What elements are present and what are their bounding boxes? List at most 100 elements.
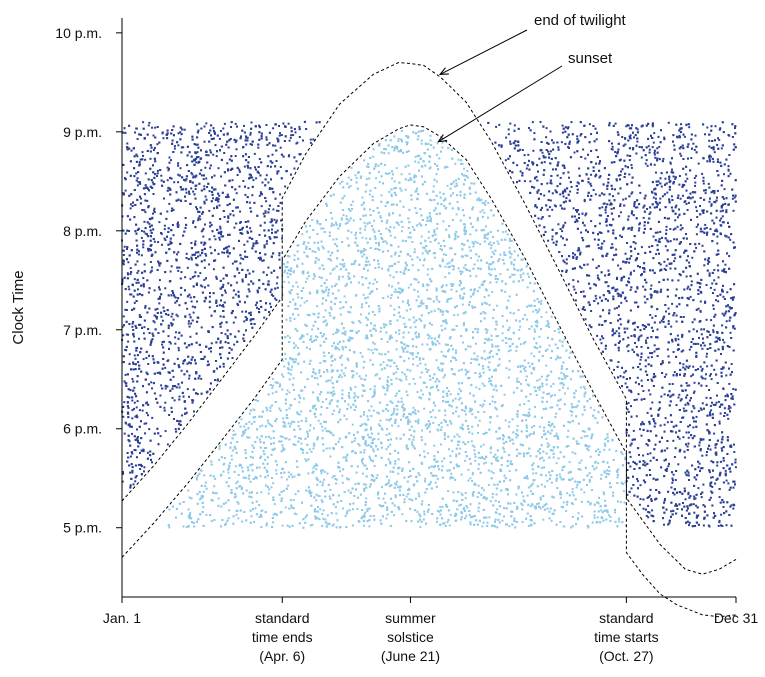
light-point [343,295,346,298]
dark-point [709,286,712,289]
light-point [325,278,328,281]
dark-point [688,348,691,351]
dark-point [203,185,206,188]
dark-point [605,224,608,227]
light-point [487,201,490,204]
dark-point [626,327,629,330]
dark-point [636,206,639,209]
dark-point [671,383,674,385]
dark-point [663,393,666,396]
dark-point [122,315,125,318]
dark-point [214,238,217,241]
dark-point [657,414,660,417]
dark-point [593,238,596,241]
dark-point [646,453,649,456]
dark-point [161,243,163,246]
light-point [400,150,402,153]
light-point [462,341,464,344]
light-point [436,477,439,480]
dark-point [613,254,616,257]
light-point [439,191,442,194]
dark-point [719,210,722,213]
light-point [440,324,443,327]
dark-point [654,197,657,200]
light-point [273,503,276,506]
light-point [506,233,509,236]
dark-point [190,322,193,325]
light-point [342,214,345,217]
dark-point [650,498,653,501]
light-point [244,452,247,455]
dark-point [689,495,692,497]
dark-point [706,352,708,355]
dark-point [132,329,135,331]
dark-point [189,335,192,338]
dark-point [695,174,698,177]
light-point [605,472,608,475]
light-point [508,251,511,254]
dark-point [663,523,665,526]
dark-point [631,439,634,442]
dark-point [700,467,703,470]
light-point [347,176,350,179]
dark-point [633,136,635,139]
dark-point [682,194,684,197]
dark-point [552,168,554,171]
dark-point [721,435,724,438]
dark-point [648,245,651,248]
light-point [552,382,555,385]
dark-point [724,234,727,237]
dark-point [709,483,712,486]
light-point [571,491,574,494]
dark-point [294,131,297,134]
dark-point [685,173,688,176]
light-point [397,223,400,226]
light-point [435,386,438,389]
dark-point [688,521,691,524]
light-point [293,254,296,257]
light-point [400,173,403,176]
light-point [254,507,257,510]
light-point [275,472,278,475]
dark-point [559,176,562,179]
light-point [352,322,355,324]
light-point [456,194,458,197]
dark-point [636,376,639,379]
dark-point [158,221,161,224]
dark-point [624,252,627,255]
dark-point [699,300,702,303]
dark-point [247,288,250,291]
dark-point [701,402,704,405]
light-point [516,377,519,380]
light-point [550,315,553,318]
light-point [460,503,462,506]
light-point [290,368,293,371]
dark-point [730,363,733,365]
dark-point [201,285,204,288]
light-point [284,352,287,355]
light-point [400,230,403,233]
light-point [587,449,590,452]
dark-point [197,219,200,222]
dark-point [690,280,693,283]
light-point [457,415,460,418]
dark-point [164,430,167,433]
dark-point [682,407,685,410]
light-point [484,200,487,203]
dark-point [649,452,652,455]
light-point [361,196,364,199]
dark-point [137,181,140,184]
dark-point [665,225,668,228]
dark-point [669,162,672,165]
light-point [444,414,447,417]
dark-point [732,326,735,329]
dark-point [619,211,622,214]
dark-point [177,251,180,254]
light-point [272,513,275,516]
dark-point [718,474,721,477]
light-point [521,521,524,524]
dark-point [600,342,603,345]
light-point [550,519,553,522]
light-point [368,263,371,266]
dark-point [226,162,229,165]
